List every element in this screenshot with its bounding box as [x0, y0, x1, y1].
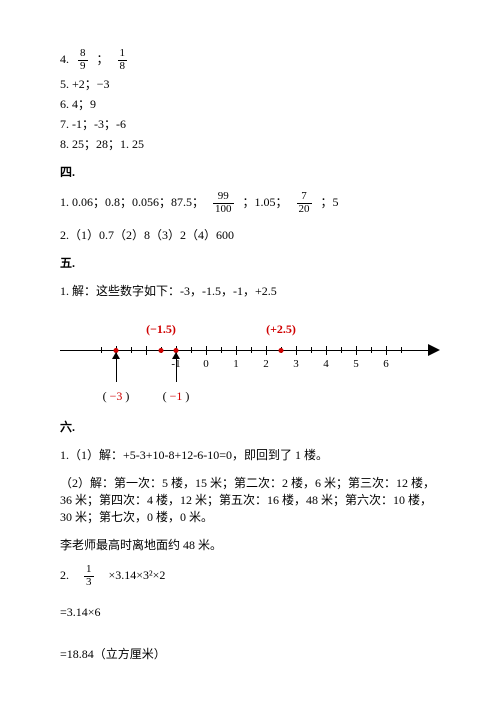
tick	[326, 346, 327, 355]
sec4-line2: 2.（1）0.7（2）8（3）2（4）600	[60, 226, 440, 243]
fraction: 1 8	[118, 48, 128, 72]
minor-tick	[251, 347, 252, 353]
tick-label: 0	[203, 358, 209, 370]
section-4-title: 四.	[60, 163, 440, 180]
tick-label: 4	[323, 358, 329, 370]
sec6-line5: =3.14×6	[60, 605, 440, 620]
minor-tick	[341, 347, 342, 353]
tick	[236, 346, 237, 355]
sec6-line1: 1.（1）解：+5-3+10-8+12-6-10=0，即回到了 1 楼。	[60, 446, 440, 463]
minor-tick	[101, 347, 102, 353]
sec4-line1: 1. 0.06；0.8；0.056；87.5； 99 100 ；1.05； 7 …	[60, 191, 440, 215]
up-arrow-icon	[170, 354, 182, 382]
point-dot	[279, 348, 284, 353]
text: ；5	[321, 195, 339, 209]
sec6-line2: （2）解：第一次：5 楼，15 米；第二次：2 楼，6 米；第三次：12 楼，3…	[60, 474, 440, 525]
minor-tick	[311, 347, 312, 353]
fraction: 8 9	[78, 48, 88, 72]
frac-num: 1	[84, 564, 94, 577]
sec6-line3: 李老师最高时离地面约 48 米。	[60, 536, 440, 553]
tick	[146, 346, 147, 355]
tick	[356, 346, 357, 355]
sec6-line4: 2. 1 3 ×3.14×3²×2	[60, 564, 440, 588]
frac-num: 7	[297, 191, 312, 204]
tick-label: 3	[293, 358, 299, 370]
item-4-num: 4.	[60, 52, 69, 66]
frac-den: 3	[84, 577, 94, 589]
up-arrow-icon	[110, 354, 122, 382]
item-4: 4. 8 9 ； 1 8	[60, 48, 440, 72]
point-label-top: (+2.5)	[266, 322, 296, 337]
minor-tick	[401, 347, 402, 353]
frac-den: 100	[213, 204, 234, 216]
tick	[206, 346, 207, 355]
tick-label: 1	[233, 358, 239, 370]
text: 2.	[60, 568, 81, 582]
text: ×3.14×3²×2	[97, 568, 166, 582]
minor-tick	[371, 347, 372, 353]
frac-den: 8	[118, 61, 128, 73]
minor-tick	[131, 347, 132, 353]
text: 1. 0.06；0.8；0.056；87.5；	[60, 195, 204, 209]
sec6-line6: =18.84（立方厘米）	[60, 645, 440, 662]
text: ；1.05；	[243, 195, 288, 209]
fraction: 1 3	[84, 564, 94, 588]
item-6: 6. 4；9	[60, 95, 440, 112]
fraction: 99 100	[213, 191, 234, 215]
number-line: -10123456( −3 )(−1.5)( −1 )(+2.5)	[60, 314, 440, 404]
point-label-top: (−1.5)	[146, 322, 176, 337]
tick-label: 6	[383, 358, 389, 370]
minor-tick	[221, 347, 222, 353]
tick-label: 5	[353, 358, 359, 370]
point-dot	[159, 348, 164, 353]
frac-num: 99	[213, 191, 234, 204]
frac-den: 20	[297, 204, 312, 216]
sec5-line1: 1. 解：这些数字如下：-3，-1.5，-1，+2.5	[60, 282, 440, 299]
frac-num: 1	[118, 48, 128, 61]
tick	[296, 346, 297, 355]
item-7: 7. -1；-3；-6	[60, 115, 440, 132]
item-5: 5. +2；−3	[60, 75, 440, 92]
arrow-icon	[428, 344, 440, 356]
point-label-bottom: ( −1 )	[163, 389, 190, 404]
section-6-title: 六.	[60, 418, 440, 435]
fraction: 7 20	[297, 191, 312, 215]
item-8: 8. 25；28；1. 25	[60, 135, 440, 152]
minor-tick	[191, 347, 192, 353]
sep: ；	[97, 52, 109, 66]
point-label-bottom: ( −3 )	[103, 389, 130, 404]
section-5-title: 五.	[60, 254, 440, 271]
tick-label: 2	[263, 358, 269, 370]
tick	[266, 346, 267, 355]
tick	[386, 346, 387, 355]
frac-den: 9	[78, 61, 88, 73]
frac-num: 8	[78, 48, 88, 61]
